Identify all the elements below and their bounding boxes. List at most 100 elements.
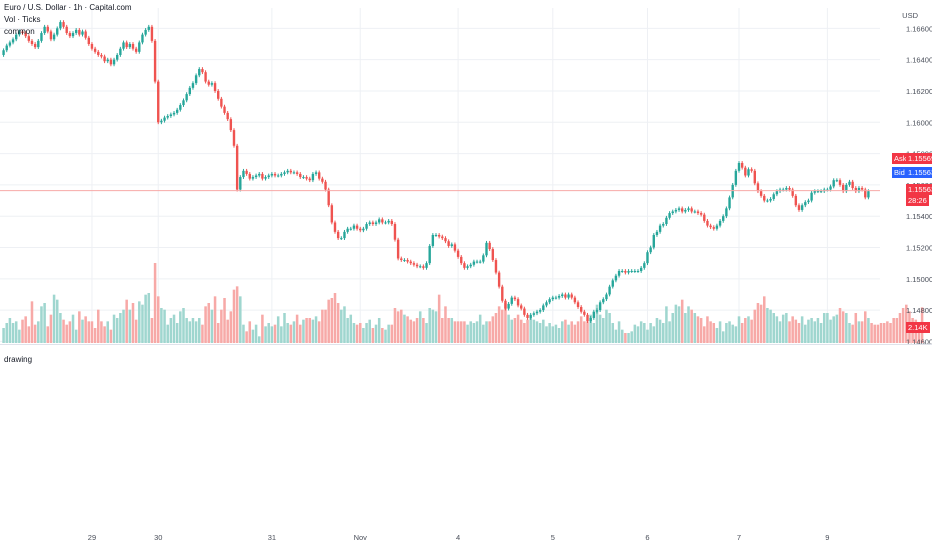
volume-bar [661, 323, 665, 343]
bid-label: Bid [892, 167, 907, 178]
candle-body [160, 120, 163, 123]
volume-bar [276, 316, 280, 343]
candle-body [598, 302, 602, 311]
candle [851, 179, 854, 190]
candle [46, 24, 49, 34]
candle [655, 229, 659, 237]
volume-bar [144, 294, 147, 343]
volume-indicator-label[interactable]: Vol · Ticks [4, 15, 41, 24]
volume-bar [721, 331, 725, 343]
candle-body [68, 33, 72, 37]
candle [832, 178, 835, 189]
candle [182, 98, 185, 107]
candle [59, 20, 62, 31]
volume-bar [311, 319, 315, 343]
volume-bar [718, 321, 722, 343]
candle-body [472, 261, 476, 265]
candle-body [639, 267, 643, 271]
candle [201, 67, 204, 75]
volume-bar [658, 319, 662, 343]
candle [813, 189, 816, 195]
candle [766, 198, 769, 203]
volume-bar [93, 328, 97, 343]
candle-body [734, 170, 738, 185]
drawing-pane-label[interactable]: drawing [4, 355, 33, 364]
candle-body [270, 173, 274, 176]
candle [336, 229, 340, 240]
candle [703, 212, 706, 223]
volume-bar [750, 319, 753, 343]
candle [374, 220, 378, 226]
volume-bar [453, 321, 457, 343]
candle-body [147, 26, 150, 30]
volume-bar [649, 323, 652, 343]
candle [444, 236, 447, 244]
candle [501, 284, 504, 303]
price-tick-label: 1.16400 [906, 56, 932, 65]
candle-body [387, 220, 390, 223]
volume-bar [374, 324, 378, 343]
volume-bar [336, 303, 340, 343]
indicator-common-label[interactable]: common [4, 27, 35, 36]
volume-bar [636, 326, 640, 343]
candle-body [652, 234, 655, 248]
time-tick-label: 31 [268, 533, 276, 542]
candle [425, 261, 428, 270]
time-axis[interactable]: 293031Nov4567911 [88, 533, 932, 542]
candle-body [769, 198, 772, 201]
candle-body [841, 184, 845, 192]
volume-bar [201, 324, 204, 343]
volume-bar [204, 306, 207, 343]
volume-bar [775, 316, 779, 343]
candle-body [860, 188, 864, 190]
candle-body [608, 286, 611, 295]
candle [611, 278, 614, 289]
candle-body [280, 173, 283, 176]
candle [349, 226, 352, 231]
volume-bar [864, 311, 867, 343]
price-tick-label: 1.16600 [906, 24, 932, 33]
candle [258, 172, 261, 178]
candle-body [305, 177, 308, 179]
candle [393, 222, 397, 242]
volume-bar [175, 323, 179, 343]
currency-unit-label[interactable]: USD [902, 11, 918, 20]
volume-bar [690, 309, 693, 343]
volume-bar [586, 321, 589, 343]
volume-bar [510, 319, 514, 343]
candle [318, 170, 321, 181]
volume-bar [330, 298, 334, 343]
candle [273, 172, 277, 178]
candle [362, 226, 365, 233]
candle-body [368, 222, 371, 225]
candle-body [706, 220, 709, 226]
volume-bar [122, 309, 125, 343]
volume-bar [901, 308, 905, 343]
candle [750, 167, 753, 173]
candle-body [614, 275, 618, 281]
candle-body [554, 297, 558, 299]
candle [128, 42, 132, 50]
volume-bar [516, 314, 520, 343]
candle-body [352, 225, 356, 229]
candle [804, 200, 807, 208]
volume-bar [459, 321, 463, 343]
candle-body [8, 42, 12, 46]
candle-body [826, 189, 829, 191]
volume-bar [538, 323, 542, 343]
candle-body [198, 69, 201, 76]
volume-bar [703, 326, 706, 343]
time-tick-label: Nov [354, 533, 368, 542]
candle [456, 248, 460, 259]
candle-body [103, 56, 106, 62]
candle-body [188, 87, 192, 95]
volume-bar [286, 323, 289, 343]
candle [74, 28, 78, 35]
volume-bar [800, 316, 804, 343]
candle [472, 259, 476, 267]
candle [109, 57, 113, 67]
candle-body [561, 294, 564, 297]
candle-body [112, 59, 116, 65]
volume-bar [346, 318, 349, 343]
